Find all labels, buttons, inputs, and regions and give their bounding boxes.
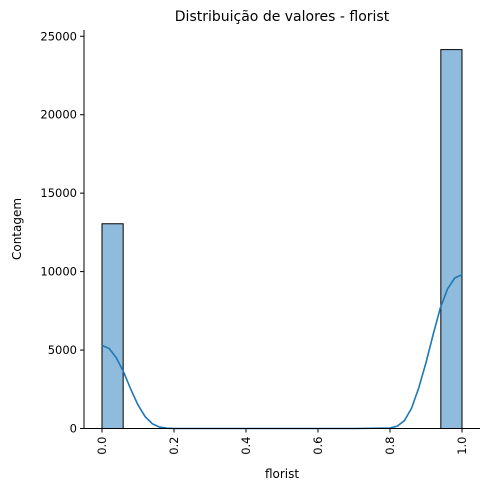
y-tick-label-3: 15000 [40, 186, 77, 200]
x-tick-label-5: 1.0 [455, 437, 469, 455]
x-tick-label-2: 0.4 [239, 437, 253, 455]
histogram-bar-0 [101, 223, 124, 429]
y-axis-label: Contagem [10, 198, 24, 260]
y-tick-label-5: 25000 [40, 29, 77, 43]
chart-title: Distribuição de valores - florist [175, 9, 390, 25]
y-axis-ticks: 0 5000 10000 15000 20000 25000 [40, 29, 84, 436]
x-tick-label-1: 0.2 [167, 437, 181, 455]
x-axis-label: florist [265, 467, 299, 481]
x-axis-ticks: 0.0 0.2 0.4 0.6 0.8 1.0 [95, 428, 469, 455]
y-tick-label-2: 10000 [40, 265, 77, 279]
y-tick-label-0: 0 [70, 422, 77, 436]
x-tick-label-4: 0.8 [383, 437, 397, 455]
x-tick-label-3: 0.6 [311, 437, 325, 455]
histogram-bars [101, 49, 463, 430]
y-tick-label-4: 20000 [40, 108, 77, 122]
kde-curve [101, 274, 463, 430]
histogram-bar-1 [440, 49, 463, 430]
y-tick-label-1: 5000 [48, 343, 77, 357]
x-tick-label-0: 0.0 [95, 437, 109, 455]
